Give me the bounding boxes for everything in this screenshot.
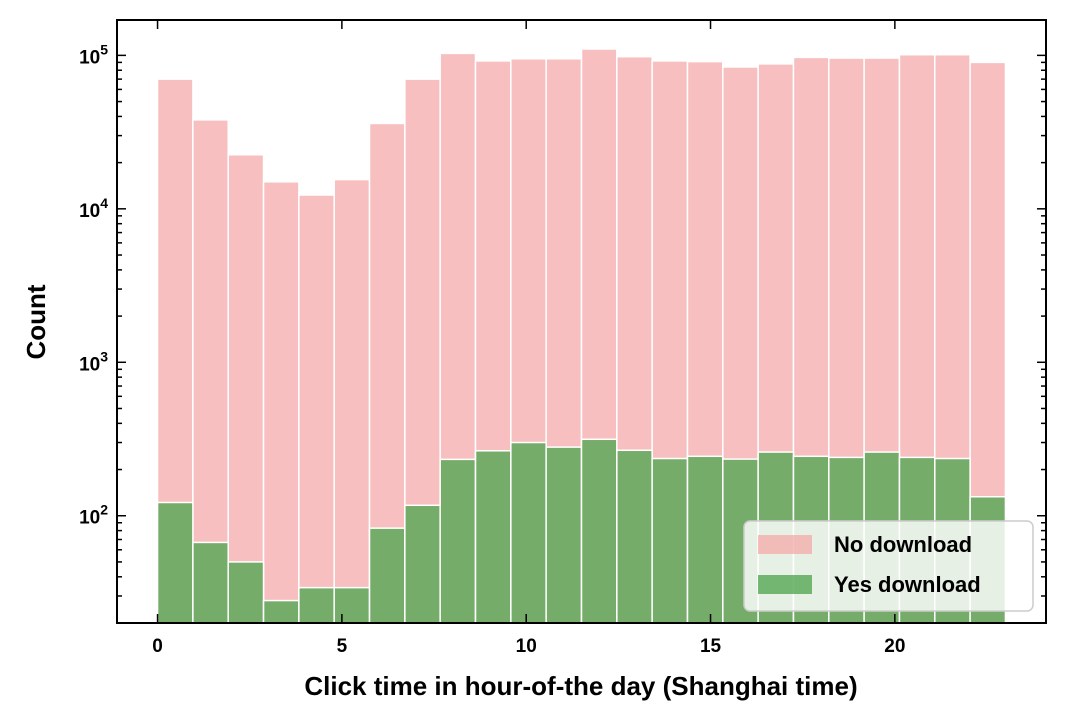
yes-download-bar <box>192 541 229 624</box>
legend-label-yes-download: Yes download <box>834 572 981 597</box>
y-tick-label: 103 <box>79 348 108 375</box>
yes-download-bar <box>474 450 512 624</box>
y-axis-ticks: 102 103 104 105 <box>79 41 1046 624</box>
no-download-bar <box>298 194 335 624</box>
yes-download-bar <box>686 455 724 624</box>
x-tick-label: 10 <box>516 636 537 657</box>
yes-download-bar <box>333 586 371 624</box>
no-download-bar <box>192 119 229 624</box>
yes-download-bar <box>227 561 265 624</box>
legend-swatch-no-download <box>758 535 812 554</box>
legend-label-no-download: No download <box>834 532 972 557</box>
y-tick-label: 105 <box>79 41 108 68</box>
yes-download-bar <box>439 458 477 624</box>
plot-frame <box>116 19 1047 624</box>
no-download-bar <box>227 154 265 624</box>
x-tick-label: 0 <box>152 636 163 657</box>
y-tick-label: 102 <box>79 502 108 529</box>
x-axis-ticks: 0 5 10 15 20 <box>152 20 905 657</box>
yes-download-bar <box>368 527 406 624</box>
yes-download-bar <box>262 599 300 624</box>
yes-download-bar <box>545 446 583 624</box>
legend: No download Yes download <box>743 520 1034 612</box>
x-tick-label: 15 <box>700 636 722 657</box>
yes-download-bar <box>298 586 335 624</box>
yes-download-bar <box>616 449 653 624</box>
yes-download-bar <box>580 438 618 624</box>
x-axis-label: Click time in hour-of-the day (Shanghai … <box>304 671 857 701</box>
x-tick-label: 20 <box>884 636 905 657</box>
yes-download-bar <box>651 457 689 624</box>
y-tick-label: 104 <box>79 195 108 222</box>
yes-download-bar <box>404 504 441 624</box>
no-download-bar <box>262 181 300 624</box>
legend-swatch-yes-download <box>758 575 812 594</box>
x-tick-label: 5 <box>337 636 348 657</box>
no-download-bar <box>333 178 371 624</box>
legend-box <box>743 520 1034 612</box>
yes-download-bar <box>510 441 547 624</box>
y-axis-label: Count <box>21 284 51 359</box>
yes-download-bar <box>156 501 194 624</box>
